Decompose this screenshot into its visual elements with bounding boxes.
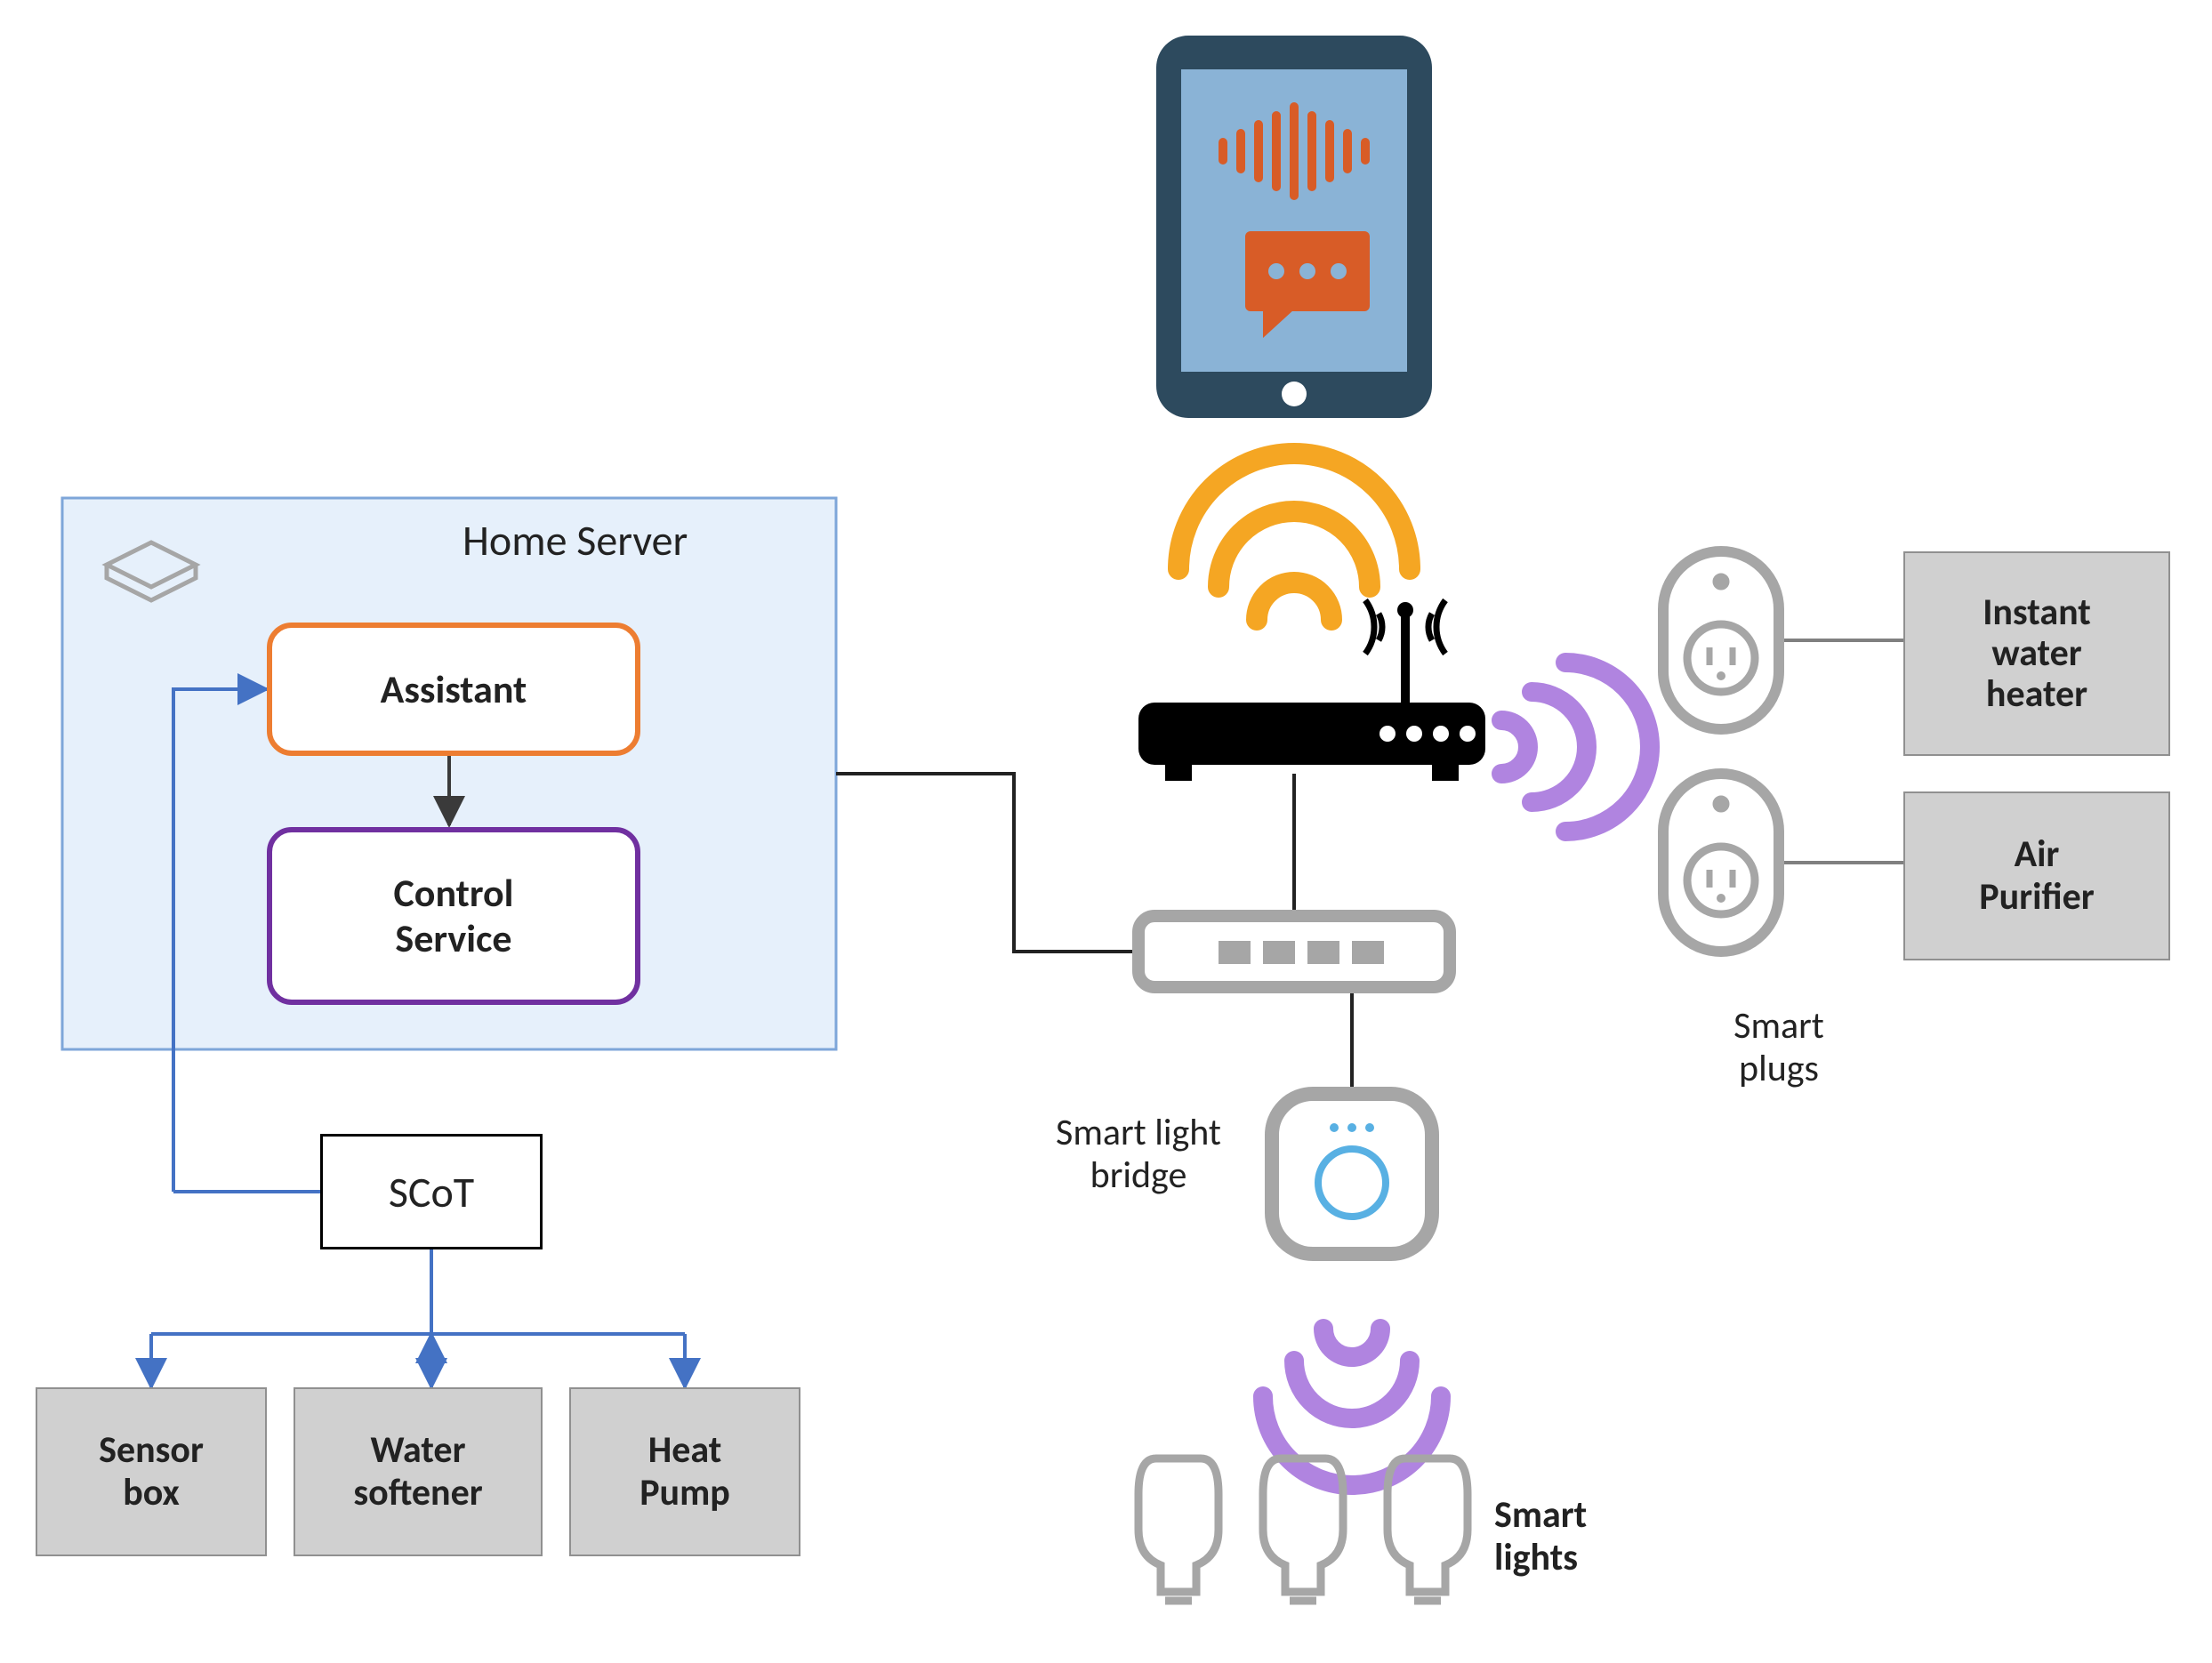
sensor-box-node: Sensor box — [36, 1387, 267, 1556]
control-service-label: Control Service — [394, 871, 514, 960]
tablet-icon — [1156, 36, 1432, 418]
water-softener-label: Water softener — [353, 1429, 482, 1515]
water-softener-node: Water softener — [294, 1387, 543, 1556]
diagram-stage: Home Server Assistant Control Service SC… — [0, 0, 2212, 1663]
air-purifier-node: Air Purifier — [1903, 791, 2170, 960]
switch-icon — [1138, 916, 1450, 987]
heat-pump-label: Heat Pump — [639, 1429, 730, 1515]
smart-lights-icons — [1138, 1458, 1468, 1601]
scot-node: SCoT — [320, 1134, 543, 1249]
smart-plug-2-icon — [1663, 774, 1779, 952]
bridge-icon — [1272, 1094, 1432, 1254]
scot-label: SCoT — [389, 1166, 474, 1218]
instant-water-heater-node: Instant water heater — [1903, 551, 2170, 756]
edge-scot-to-assistant — [173, 689, 267, 1192]
air-purifier-label: Air Purifier — [1979, 833, 2095, 920]
smart-lights-label: Smart lights — [1494, 1494, 1708, 1580]
wire-server-to-switch — [836, 774, 1138, 952]
server-icon — [107, 542, 196, 600]
wifi-purple-bridge-icon — [1263, 1329, 1441, 1485]
assistant-label: Assistant — [381, 665, 527, 713]
router-icon — [1138, 600, 1485, 781]
wifi-orange-icon — [1178, 454, 1410, 620]
instant-water-heater-label: Instant water heater — [1983, 592, 2091, 716]
wifi-purple-router-icon — [1501, 663, 1650, 832]
heat-pump-node: Heat Pump — [569, 1387, 800, 1556]
smart-plugs-label: Smart plugs — [1663, 1005, 1894, 1091]
smart-light-bridge-label: Smart light bridge — [1005, 1112, 1272, 1198]
sensor-box-label: Sensor box — [99, 1429, 204, 1515]
control-service-node: Control Service — [267, 827, 640, 1005]
home-server-title: Home Server — [463, 514, 818, 566]
smart-plug-1-icon — [1663, 551, 1779, 729]
assistant-node: Assistant — [267, 623, 640, 756]
